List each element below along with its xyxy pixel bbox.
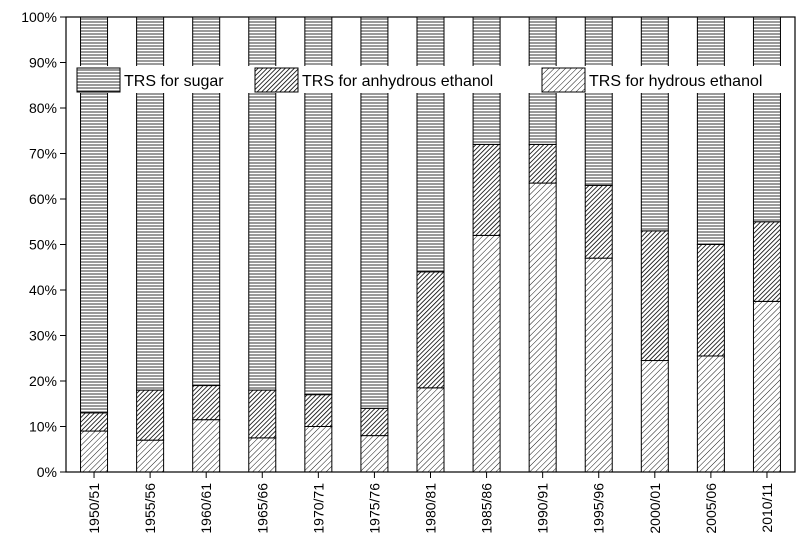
x-tick-label: 2010/11 [759, 483, 775, 533]
x-tick-label: 1965/66 [254, 483, 270, 534]
legend-swatch [76, 67, 121, 93]
y-tick-label: 20% [29, 373, 57, 389]
y-axis: 0% 10% 20% 30% 40% 50% 60% 70% 80% 90% 100% [21, 9, 66, 480]
y-tick-label: 0% [37, 464, 57, 480]
bar-segment-anhydrous [416, 271, 445, 389]
y-tick-label: 70% [29, 146, 57, 162]
x-tick-label: 1995/96 [591, 483, 607, 534]
bar-segment-hydrous [472, 234, 501, 473]
bar-segment-anhydrous [528, 143, 557, 184]
x-tick-label: 1950/51 [86, 483, 102, 534]
bar-segment-anhydrous [584, 184, 613, 259]
bar-segment-anhydrous [80, 412, 109, 432]
x-tick-label: 1970/71 [310, 483, 326, 534]
legend-background [76, 66, 792, 93]
bar-segment-hydrous [192, 419, 221, 473]
bar-segment-anhydrous [696, 244, 725, 357]
bar-segment-hydrous [248, 437, 277, 473]
x-axis: 1950/51 1955/56 1960/61 1965/66 1970/71 1975/… [86, 472, 775, 534]
x-tick-label: 1960/61 [198, 483, 214, 534]
y-tick-label: 50% [29, 237, 57, 253]
legend-swatch [254, 67, 299, 93]
bar-segment-anhydrous [752, 221, 781, 302]
x-tick-label: 2005/06 [703, 483, 719, 534]
y-tick-label: 80% [29, 100, 57, 116]
bar-segment-anhydrous [472, 143, 501, 236]
bar-segment-hydrous [80, 430, 109, 473]
x-tick-label: 1975/76 [366, 483, 382, 534]
bar-segment-sugar [584, 16, 613, 186]
plot-border [65, 16, 796, 473]
bar-segment-anhydrous [136, 389, 165, 441]
legend-swatch [541, 67, 586, 93]
bar-segment-hydrous [640, 360, 669, 473]
bar-segment-hydrous [136, 439, 165, 473]
bar-segment-hydrous [584, 257, 613, 473]
y-tick-label: 10% [29, 419, 57, 435]
bar-segment-sugar [696, 16, 725, 245]
y-tick-label: 30% [29, 328, 57, 344]
bar-segment-hydrous [360, 435, 389, 473]
bar-segment-hydrous [416, 387, 445, 473]
bar-segment-sugar [640, 16, 669, 232]
bar-segment-anhydrous [640, 230, 669, 362]
bar-segment-hydrous [528, 182, 557, 473]
bar-segment-anhydrous [304, 394, 333, 427]
bar-segment-hydrous [752, 300, 781, 473]
bar-segment-anhydrous [192, 385, 221, 421]
legend-label: TRS for sugar [124, 73, 224, 90]
bar-segment-anhydrous [248, 389, 277, 439]
bar-segment-sugar [752, 16, 781, 223]
bar-segment-hydrous [696, 355, 725, 473]
y-tick-label: 60% [29, 191, 57, 207]
legend-label: TRS for hydrous ethanol [589, 73, 762, 90]
legend: TRS for sugar TRS for anhydrous ethanol TR… [76, 66, 792, 93]
bar-segment-anhydrous [360, 407, 389, 437]
x-tick-label: 1990/91 [535, 483, 551, 534]
x-tick-label: 1985/86 [479, 483, 495, 534]
bar-segment-hydrous [304, 426, 333, 473]
bar-segment-sugar [416, 16, 445, 273]
plot-frame [65, 16, 796, 473]
y-tick-label: 100% [21, 9, 57, 25]
legend-label: TRS for anhydrous ethanol [302, 73, 493, 90]
y-tick-label: 90% [29, 55, 57, 71]
x-tick-label: 1955/56 [142, 483, 158, 534]
x-tick-label: 1980/81 [423, 483, 439, 534]
y-tick-label: 40% [29, 282, 57, 298]
x-tick-label: 2000/01 [647, 483, 663, 534]
